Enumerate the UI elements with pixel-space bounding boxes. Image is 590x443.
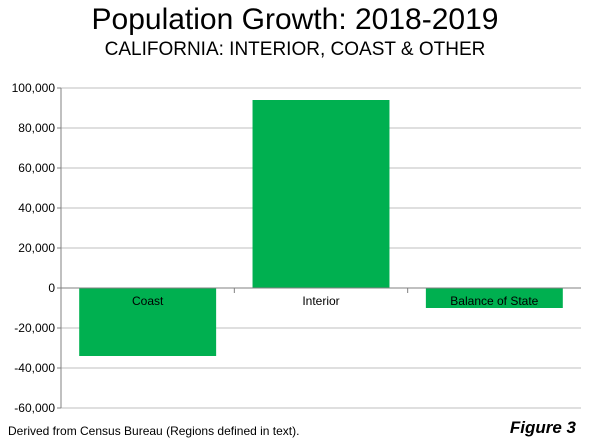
y-tick-label: -40,000 <box>14 361 55 375</box>
bar <box>79 288 217 356</box>
bar <box>252 100 390 288</box>
y-tick-label: 60,000 <box>18 161 55 175</box>
chart-subtitle: CALIFORNIA: INTERIOR, COAST & OTHER <box>104 39 486 60</box>
y-tick-label: -60,000 <box>14 401 55 415</box>
category-label: Interior <box>302 294 339 308</box>
bars <box>79 100 563 356</box>
category-label: Balance of State <box>450 294 538 308</box>
chart-title: Population Growth: 2018-2019 <box>91 3 499 36</box>
category-label: Coast <box>132 294 164 308</box>
y-tick-label: 20,000 <box>18 241 55 255</box>
y-tick-label: 40,000 <box>18 201 55 215</box>
y-tick-label: 0 <box>48 281 55 295</box>
figure-label: Figure 3 <box>509 418 576 437</box>
source-note: Derived from Census Bureau (Regions defi… <box>8 424 300 438</box>
y-tick-label: 100,000 <box>12 81 56 95</box>
axes <box>57 87 581 409</box>
y-tick-label: -20,000 <box>14 321 55 335</box>
y-tick-label: 80,000 <box>18 121 55 135</box>
y-tick-labels: 100,000 80,000 60,000 40,000 20,000 0 -20,000 -… <box>12 81 56 415</box>
category-labels: Coast Interior Balance of State <box>132 294 539 308</box>
bar <box>425 288 563 308</box>
